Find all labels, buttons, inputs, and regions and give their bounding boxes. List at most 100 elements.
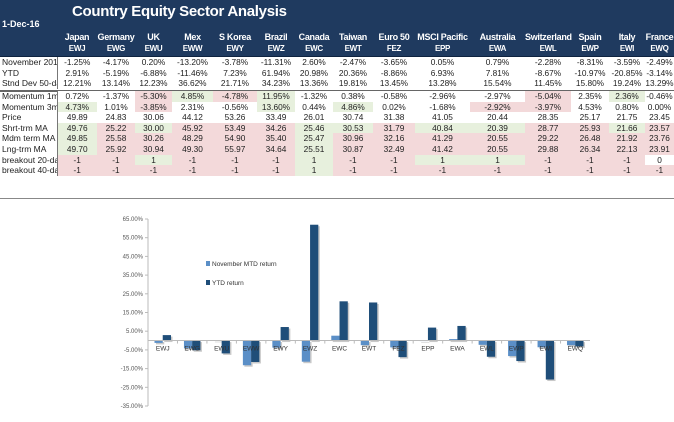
column-header: Canada EWC — [295, 32, 333, 54]
y-tick-label: 45.00% — [123, 254, 144, 260]
country-name: Germany — [97, 32, 135, 42]
table-cell: -3.97% — [525, 101, 571, 113]
table-cell: -1 — [571, 165, 609, 176]
table-row: Stnd Dev 50-day Ann12.21%13.14%12.23%36.… — [0, 78, 674, 89]
row-label: Mdm term MA — [0, 133, 58, 144]
table-cell: 28.77 — [525, 122, 571, 134]
table-cell: 21.71% — [213, 78, 257, 89]
bar-november-mtd — [242, 340, 252, 366]
table-cell: -1 — [373, 165, 415, 176]
table-cell: 34.26 — [257, 122, 295, 134]
row-label: Shrt-trm MA — [0, 122, 58, 134]
table-cell: 20.44 — [470, 112, 525, 123]
table-cell: 26.34 — [571, 143, 609, 155]
table-row: Momentum 3mnth4.73%1.01%-3.85%2.31%-0.56… — [0, 101, 674, 113]
y-tick-label: 25.00% — [123, 292, 144, 298]
table-cell: -1.32% — [295, 91, 333, 102]
table-cell: -13.20% — [172, 57, 213, 68]
bar-november-mtd — [360, 340, 369, 346]
table-cell: -2.47% — [333, 57, 373, 68]
country-name: Canada — [298, 32, 330, 42]
bar-november-mtd — [537, 340, 546, 348]
table-cell: 36.62% — [172, 78, 213, 89]
table-cell: 4.85% — [172, 91, 213, 102]
table-cell: -4.78% — [213, 91, 257, 102]
table-cell: -1 — [213, 165, 257, 176]
table-cell: -2.97% — [470, 91, 525, 102]
table-cell: 49.76 — [57, 122, 97, 134]
table-cell: 49.89 — [57, 112, 97, 123]
bars — [154, 224, 586, 382]
bar-november-mtd — [301, 340, 311, 362]
table-cell: 20.39 — [470, 122, 525, 134]
bar-shadow — [450, 340, 459, 343]
table-cell: 13.14% — [97, 78, 135, 89]
table-cell: 30.00 — [135, 122, 172, 134]
legend-swatch — [206, 261, 210, 266]
x-tick-label: EWC — [332, 346, 347, 353]
ticker-symbol: EWQ — [650, 44, 669, 53]
column-header: Switzerland EWL — [525, 32, 572, 54]
column-header: Australia EWA — [470, 32, 525, 54]
x-tick-label: EWY — [273, 346, 288, 353]
bar-ytd — [251, 340, 260, 362]
table-cell: 30.74 — [333, 112, 373, 123]
table-cell: 20.98% — [295, 67, 333, 79]
column-header: Taiwan EWT — [333, 32, 373, 54]
table-cell: 25.93 — [571, 122, 609, 134]
table-cell: 1 — [295, 165, 333, 176]
ticker-symbol: EWC — [305, 44, 323, 53]
returns-table: November 2016 -1.25% -4.17% 0.20% -13.20% -3.… — [0, 57, 674, 89]
bar-ytd — [575, 340, 584, 347]
table-cell: 2.91% — [57, 67, 97, 79]
table-cell: 0.44% — [295, 101, 333, 113]
table-row: Mdm term MA 49.85 25.58 30.26 48.29 54.90 35.4… — [0, 133, 674, 144]
column-header: Italy EWI — [609, 32, 645, 54]
x-tick-label: EWP — [509, 346, 524, 353]
bar-shadow — [421, 341, 430, 343]
y-axis: 65.00% 55.00% 45.00% 35.00% 25.00% 15.00% 5.00… — [121, 217, 149, 410]
table-cell: 0 — [645, 154, 674, 166]
table-cell: 7.23% — [213, 67, 257, 79]
country-name: MSCI Pacific — [417, 32, 468, 42]
table-cell: 0.20% — [135, 57, 172, 68]
table-cell: 45.92 — [172, 122, 213, 134]
country-name: Brazil — [264, 32, 288, 42]
table-cell: -1 — [172, 165, 213, 176]
table-cell: 30.06 — [135, 112, 172, 123]
table-cell: 30.94 — [135, 143, 172, 155]
table-cell: 33.49 — [257, 112, 295, 123]
column-header: Euro 50 FEZ — [373, 32, 415, 54]
table-cell: 13.36% — [295, 78, 333, 89]
table-cell: -3.85% — [135, 101, 172, 113]
table-cell: -1 — [333, 154, 373, 166]
table-cell: 21.92 — [609, 133, 645, 144]
y-tick-label: 5.00% — [126, 329, 144, 335]
table-cell: 20.55 — [470, 133, 525, 144]
table-cell: -0.46% — [645, 91, 674, 102]
table-cell: -3.78% — [213, 57, 257, 68]
table-cell: 12.23% — [135, 78, 172, 89]
bar-november-mtd — [272, 340, 281, 348]
table-cell: 54.90 — [213, 133, 257, 144]
table-cell: -1 — [257, 154, 295, 166]
table-cell: -5.04% — [525, 91, 571, 102]
table-cell: 23.57 — [645, 122, 674, 134]
column-header: S Korea EWY — [213, 32, 257, 54]
table-row: Shrt-trm MA 49.76 25.22 30.00 45.92 53.49 34.2… — [0, 122, 674, 134]
table-cell: -1 — [57, 165, 97, 176]
table-cell: 2.36% — [609, 91, 645, 102]
table-cell: -3.59% — [609, 57, 645, 68]
country-name: Spain — [578, 32, 602, 42]
table-cell: -2.28% — [525, 57, 571, 68]
table-cell: 32.16 — [373, 133, 415, 144]
bar-ytd — [221, 340, 230, 354]
table-cell: 0.00% — [645, 101, 674, 113]
table-cell: 53.49 — [213, 122, 257, 134]
table-cell: -8.31% — [571, 57, 609, 68]
ticker-symbol: EPP — [434, 44, 451, 53]
sector-analysis-table: Country Equity Sector Analysis 1-Dec-16 … — [0, 0, 674, 199]
table-cell: -1.25% — [57, 57, 97, 68]
x-tick-label: EWZ — [303, 346, 317, 353]
table-cell: 30.87 — [333, 143, 373, 155]
